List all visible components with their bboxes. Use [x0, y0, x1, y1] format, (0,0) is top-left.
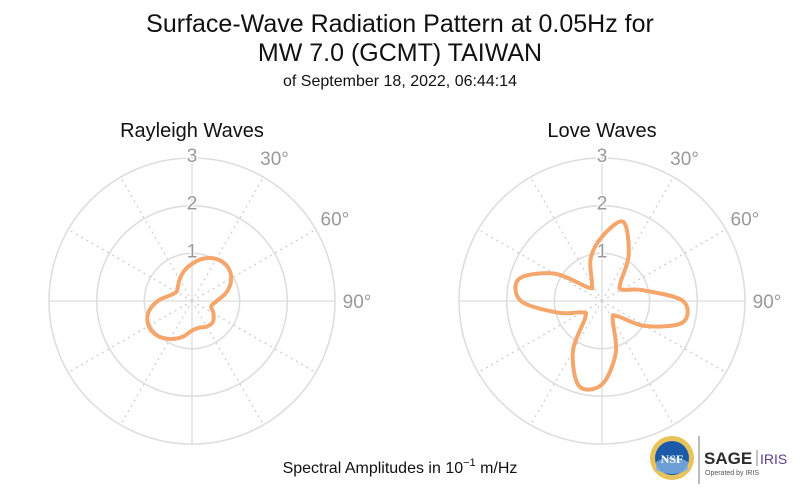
sponsor-logos: NSF SAGE IRIS Operated by IRIS	[650, 436, 787, 484]
units-suffix: m/Hz	[475, 460, 518, 477]
chart-title: Surface-Wave Radiation Pattern at 0.05Hz…	[146, 10, 654, 38]
angular-gridline	[529, 300, 603, 426]
nsf-logo-text: NSF	[661, 452, 684, 466]
angular-gridline	[191, 300, 317, 374]
angular-gridline	[67, 300, 193, 374]
angular-gridline	[191, 176, 265, 302]
angular-gridline	[477, 228, 603, 302]
radiation-pattern-line	[513, 219, 690, 392]
radial-tick-label: 3	[597, 146, 608, 167]
nsf-logo: NSF	[650, 436, 694, 480]
angular-tick-label: 90°	[343, 292, 372, 313]
radial-gridline	[458, 157, 746, 445]
angular-tick-label: 60°	[321, 210, 350, 231]
angular-gridline	[67, 228, 193, 302]
subplot-title: Rayleigh Waves	[120, 120, 264, 142]
polar-chart-2: Love Waves 1 2 3 30° 60° 90°	[458, 120, 782, 445]
polar-chart-1: Rayleigh Waves 1 2 3 30° 60° 90°	[48, 120, 372, 445]
radial-tick-label: 1	[187, 241, 198, 262]
iris-text: IRIS	[760, 451, 787, 467]
units-caption: Spectral Amplitudes in 10−1 m/Hz	[0, 453, 800, 479]
radial-gridline	[95, 204, 289, 398]
radial-gridline	[505, 204, 699, 398]
angular-gridline	[191, 228, 317, 302]
radial-tick-label: 2	[187, 194, 198, 215]
radial-gridline	[553, 252, 651, 350]
angular-tick-label: 30°	[260, 149, 289, 170]
angular-gridline	[119, 300, 193, 426]
angular-gridline	[191, 300, 265, 426]
sage-text: SAGE	[704, 449, 752, 468]
units-exponent: −1	[463, 457, 476, 469]
angular-tick-label: 90°	[753, 292, 782, 313]
radial-tick-label: 2	[597, 194, 608, 215]
logo-tagline: Operated by IRIS	[705, 470, 759, 477]
angular-gridline	[601, 176, 675, 302]
angular-tick-label: 30°	[670, 149, 699, 170]
units-prefix: Spectral Amplitudes in 10	[282, 460, 464, 477]
radiation-pattern-line	[145, 256, 234, 342]
angular-tick-label: 60°	[731, 210, 760, 231]
event-date: of September 18, 2022, 06:44:14	[283, 73, 517, 90]
event-title: MW 7.0 (GCMT) TAIWAN	[257, 39, 543, 67]
subplot-title: Love Waves	[547, 120, 656, 142]
radial-tick-label: 3	[187, 146, 198, 167]
radial-gridline	[48, 157, 336, 445]
angular-gridline	[601, 300, 727, 374]
radial-gridline	[143, 252, 241, 350]
angular-gridline	[119, 176, 193, 302]
sage-iris-logo: SAGE IRIS Operated by IRIS	[704, 449, 787, 477]
radial-tick-label: 1	[597, 241, 608, 262]
